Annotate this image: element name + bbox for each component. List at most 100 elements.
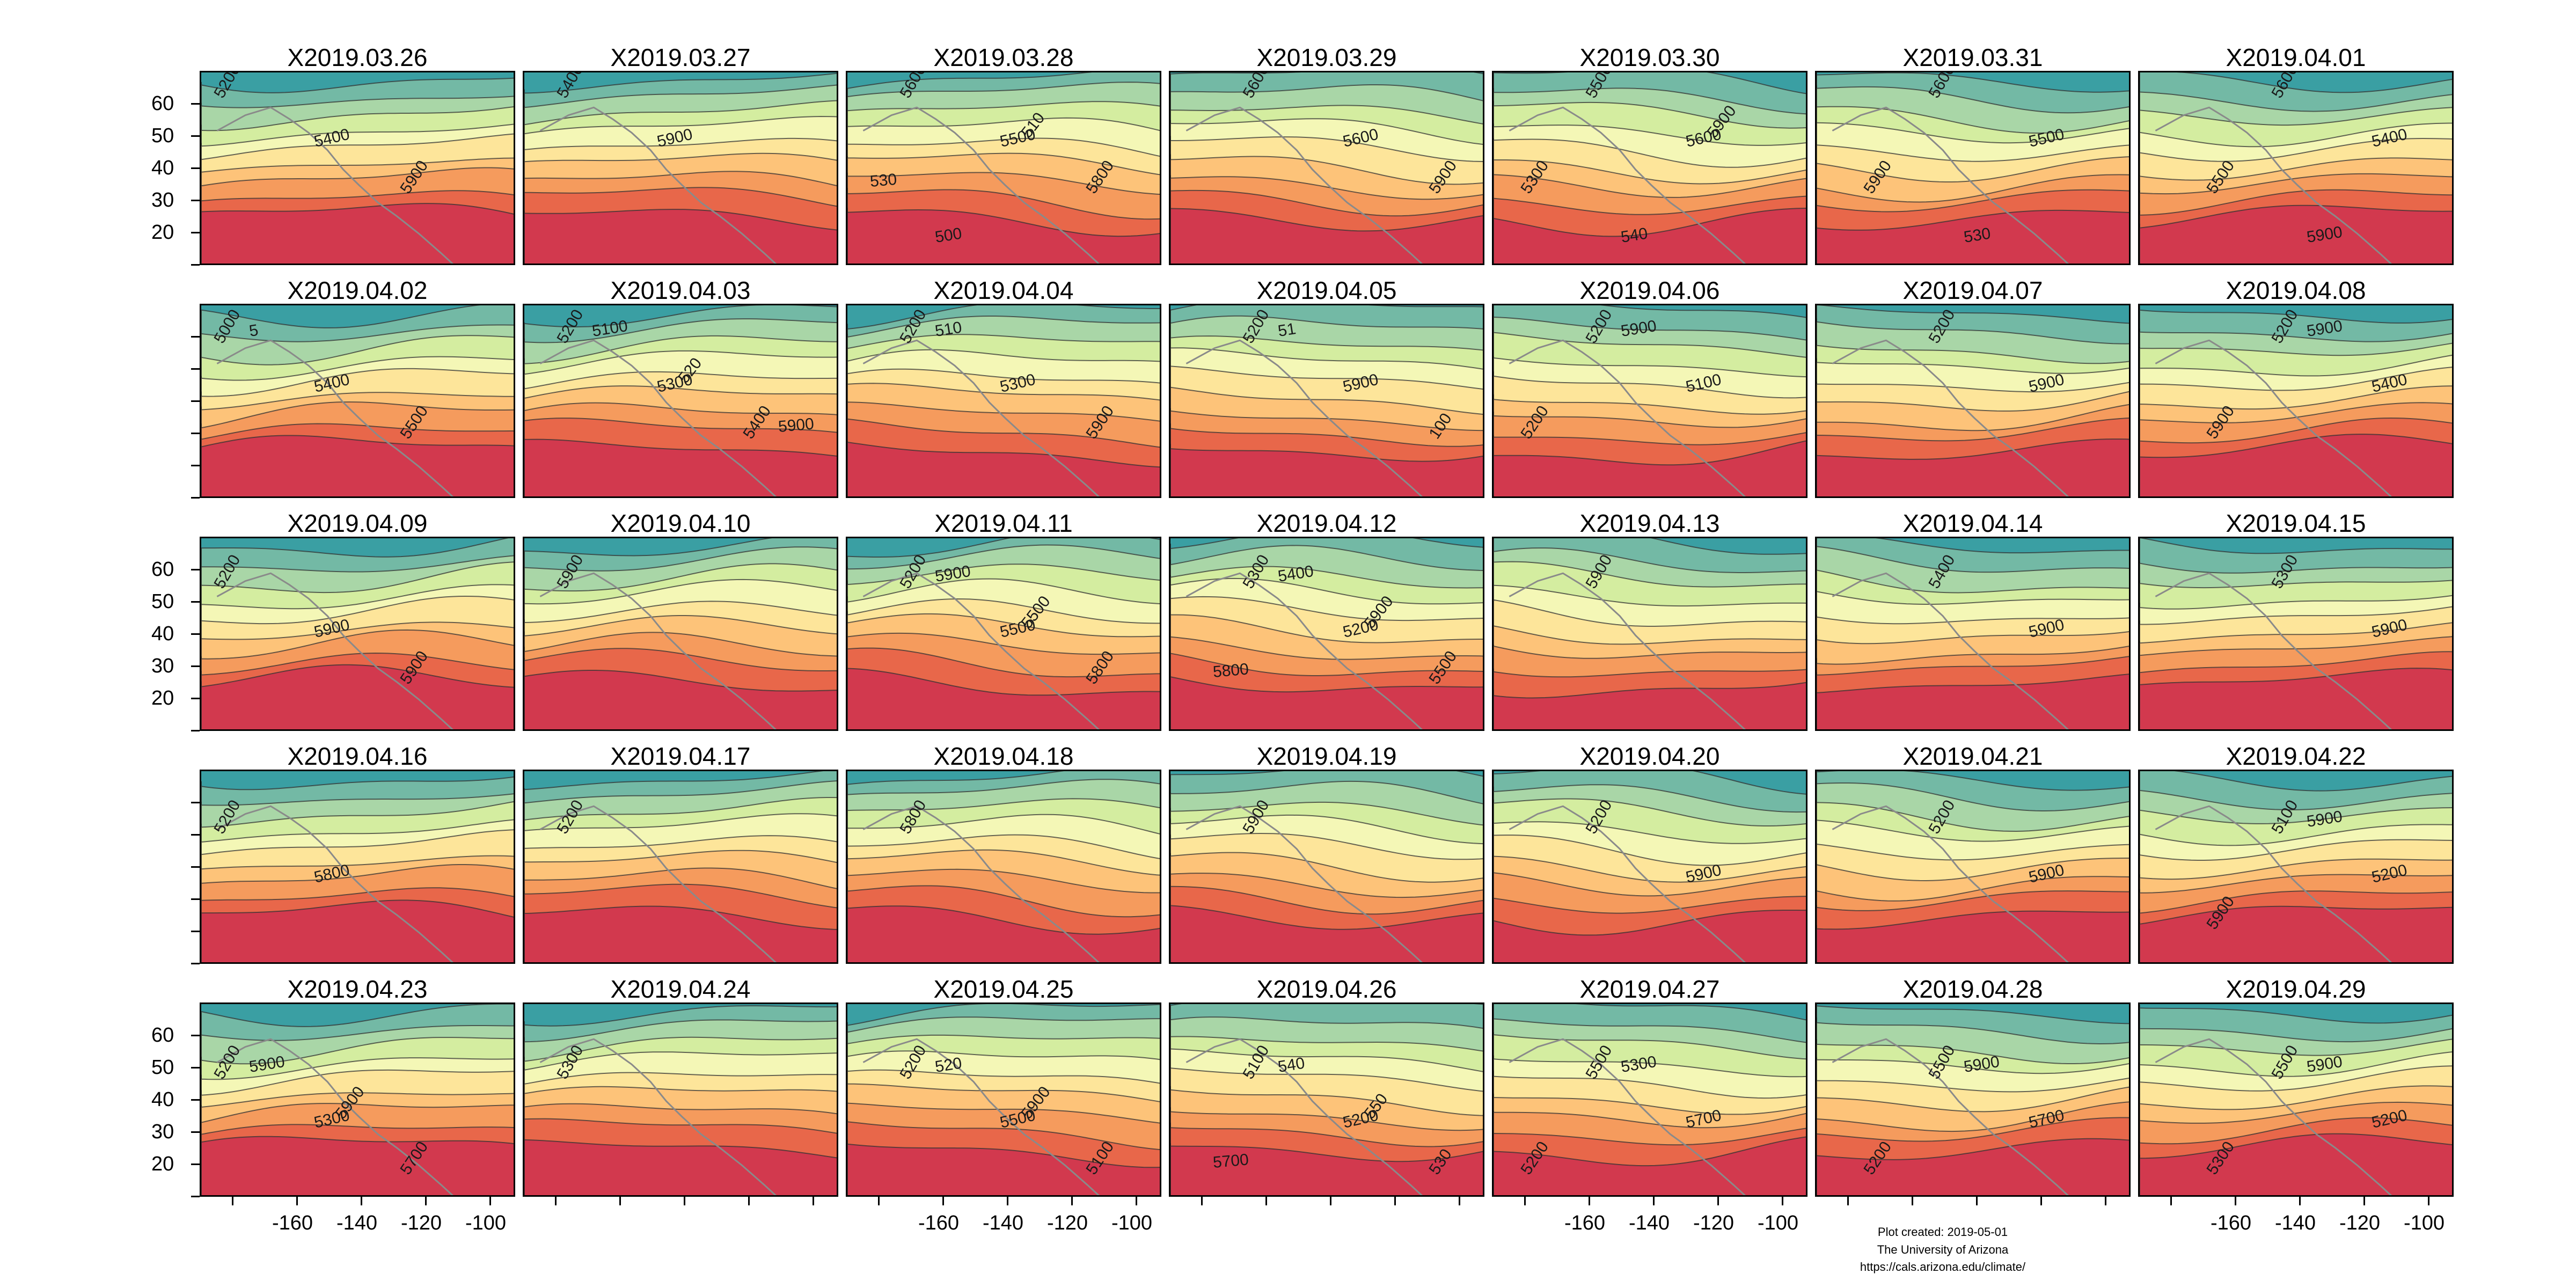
x-tick-mark	[1330, 1197, 1331, 1205]
map-panel: 5900	[1169, 770, 1484, 964]
map-panel: 5200 5500 5100 520 5900	[846, 1002, 1161, 1197]
x-tick-mark	[1653, 1197, 1655, 1205]
y-tick-mark	[191, 1163, 200, 1165]
y-tick-mark	[191, 1067, 200, 1069]
x-tick-label: -120	[1047, 1212, 1088, 1234]
y-tick-mark	[191, 103, 200, 105]
x-tick-mark	[2428, 1197, 2429, 1205]
y-tick-label: 20	[151, 221, 174, 244]
panel-title: X2019.04.25	[933, 975, 1074, 1003]
y-tick-mark	[191, 167, 200, 169]
x-tick-mark	[2170, 1197, 2172, 1205]
contour-label: 5	[248, 321, 260, 340]
y-tick-mark	[191, 834, 200, 836]
coastline	[1509, 106, 1746, 264]
panel-title: X2019.04.13	[1579, 509, 1720, 537]
x-tick-mark	[2235, 1197, 2236, 1205]
coastline	[1832, 1038, 2069, 1195]
map-panel: 5200 5900	[1815, 770, 2131, 964]
x-tick-mark	[1394, 1197, 1396, 1205]
x-tick-label: -100	[2404, 1212, 2445, 1234]
panel-title: X2019.04.24	[610, 975, 751, 1003]
y-tick-mark	[191, 232, 200, 233]
x-tick-mark	[361, 1197, 362, 1205]
coastline	[862, 106, 1100, 264]
panel-title: X2019.03.28	[933, 43, 1074, 71]
y-tick-mark	[191, 665, 200, 667]
contour-band	[1170, 1143, 1483, 1195]
coastline	[862, 1038, 1100, 1195]
x-tick-mark	[942, 1197, 944, 1205]
coastline	[1185, 572, 1423, 729]
contour-label: 540	[1620, 224, 1649, 246]
x-tick-mark	[1201, 1197, 1203, 1205]
x-tick-mark	[813, 1197, 814, 1205]
map-panel: 5200	[523, 770, 838, 964]
x-tick-label: -120	[401, 1212, 442, 1234]
panel-title: X2019.03.31	[1902, 43, 2043, 71]
coastline	[1832, 339, 2069, 496]
panel-title: X2019.04.18	[933, 742, 1074, 770]
contour-label: 500	[934, 224, 963, 246]
map-panel: 5800	[846, 770, 1161, 964]
contour-band	[1494, 682, 1806, 729]
height-contour-map: 5900	[1170, 771, 1483, 962]
coastline	[1832, 805, 2069, 962]
x-tick-mark	[1782, 1197, 1783, 1205]
height-contour-map: 5900	[1494, 538, 1806, 729]
coastline	[862, 339, 1100, 496]
panel-title: X2019.04.10	[610, 509, 751, 537]
x-tick-mark	[1976, 1197, 1978, 1205]
height-contour-map: 5300	[524, 1004, 837, 1195]
y-tick-mark	[191, 497, 200, 499]
contour-band	[1170, 676, 1483, 729]
coastline	[1509, 339, 1746, 496]
coastline	[862, 572, 1100, 729]
map-panel: 5200 5300 5900 510	[846, 304, 1161, 498]
map-panel: 5200 5900 5900	[200, 537, 515, 731]
y-tick-mark	[191, 264, 200, 266]
y-tick-mark	[191, 1131, 200, 1133]
y-tick-mark	[191, 601, 200, 603]
contour-band	[524, 209, 837, 264]
height-contour-map: 5900	[524, 538, 837, 729]
y-tick-mark	[191, 866, 200, 868]
panel-title: X2019.04.09	[287, 509, 428, 537]
x-tick-label: -140	[983, 1212, 1024, 1234]
y-tick-mark	[191, 368, 200, 370]
contour-band	[847, 1139, 1160, 1195]
x-tick-label: -100	[1111, 1212, 1153, 1234]
coastline	[1832, 572, 2069, 729]
y-tick-label: 40	[151, 157, 174, 179]
map-panel: 5100 5200 5900 5900	[2138, 770, 2454, 964]
x-tick-label: -100	[465, 1212, 507, 1234]
y-tick-label: 60	[151, 1024, 174, 1046]
x-tick-mark	[2363, 1197, 2365, 1205]
contour-label: 51	[1277, 320, 1297, 340]
x-tick-mark	[296, 1197, 298, 1205]
y-tick-mark	[191, 730, 200, 731]
map-panel: 5600 5400 5500 5900	[2138, 71, 2454, 265]
panel-title: X2019.04.15	[2226, 509, 2366, 537]
x-tick-mark	[1589, 1197, 1590, 1205]
y-tick-label: 60	[151, 92, 174, 115]
y-tick-mark	[191, 400, 200, 402]
panel-title: X2019.04.12	[1256, 509, 1397, 537]
contour-label: 5700	[1212, 1151, 1249, 1172]
y-tick-mark	[191, 802, 200, 803]
y-tick-mark	[191, 963, 200, 964]
y-tick-mark	[191, 931, 200, 932]
map-panel: 5200 5300 5700 5900 5900	[200, 1002, 515, 1197]
